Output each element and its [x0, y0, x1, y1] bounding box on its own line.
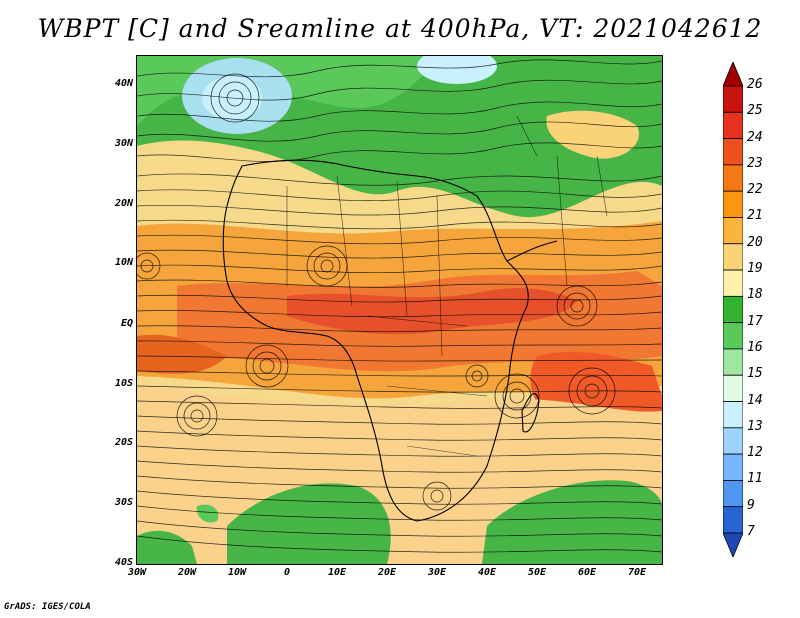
colorbar-label: 14 [747, 392, 763, 408]
colorbar-label: 26 [747, 77, 763, 92]
colorbar-label: 24 [747, 129, 763, 145]
colorbar-segment [723, 85, 743, 113]
colorbar [723, 62, 743, 557]
lat-label-10n: 10N [114, 257, 133, 268]
lon-label-50e: 50E [527, 567, 547, 578]
colorbar-label: 19 [747, 261, 763, 277]
lat-label-30s: 30S [114, 497, 133, 508]
colorbar-segment [723, 532, 743, 557]
colorbar-label: 7 [747, 524, 755, 539]
colorbar-label: 17 [747, 313, 763, 329]
colorbar-segment [723, 111, 743, 139]
lon-label-10e: 10E [327, 567, 347, 578]
colorbar-segment [723, 62, 743, 87]
colorbar-label: 13 [747, 418, 763, 434]
colorbar-segment [723, 401, 743, 429]
colorbar-label: 22 [747, 182, 763, 198]
lat-label-20n: 20N [114, 198, 133, 209]
colorbar-label: 25 [747, 103, 763, 119]
colorbar-segment [723, 506, 743, 534]
colorbar-label: 20 [747, 234, 763, 250]
lon-label-20e: 20E [377, 567, 397, 578]
lat-label-20s: 20S [114, 437, 133, 448]
footer-credit: GrADS: IGES/COLA [4, 602, 91, 612]
colorbar-label: 23 [747, 155, 763, 171]
colorbar-segment [723, 480, 743, 508]
lon-label-0: 0 [283, 567, 291, 578]
lon-label-20w: 20W [177, 567, 197, 578]
colorbar-segment [723, 295, 743, 324]
map-title: WBPT [C] and Sreamline at 400hPa, VT: 20… [37, 14, 763, 43]
colorbar-segment [723, 243, 743, 271]
lon-label-30w: 30W [127, 567, 147, 578]
colorbar-segment [723, 269, 743, 297]
colorbar-segment [723, 190, 743, 218]
lat-label-40s: 40S [114, 557, 133, 568]
wbpt-streamline-map [136, 55, 663, 565]
lon-label-40e: 40E [477, 567, 497, 578]
lat-label-10s: 10S [114, 378, 133, 389]
lon-label-60e: 60E [577, 567, 597, 578]
lon-label-70e: 70E [627, 567, 647, 578]
colorbar-segment [723, 217, 743, 245]
colorbar-label: 18 [747, 287, 763, 303]
colorbar-segment [723, 164, 743, 192]
colorbar-label: 12 [747, 445, 763, 461]
colorbar-label: 16 [747, 339, 763, 355]
map-canvas [137, 56, 662, 564]
colorbar-segment [723, 322, 743, 350]
lon-label-10w: 10W [227, 567, 247, 578]
colorbar-segment [723, 348, 743, 376]
colorbar-segment [723, 453, 743, 481]
lat-label-30n: 30N [114, 138, 133, 149]
lon-label-30e: 30E [427, 567, 447, 578]
colorbar-segment [723, 374, 743, 402]
colorbar-label: 9 [747, 497, 755, 513]
colorbar-segment [723, 427, 743, 455]
lat-label-40n: 40N [114, 78, 133, 89]
colorbar-segment [723, 138, 743, 166]
colorbar-label: 11 [747, 471, 763, 487]
colorbar-label: 21 [747, 208, 763, 224]
lat-label-eq: EQ [120, 318, 133, 329]
colorbar-label: 15 [747, 366, 763, 382]
